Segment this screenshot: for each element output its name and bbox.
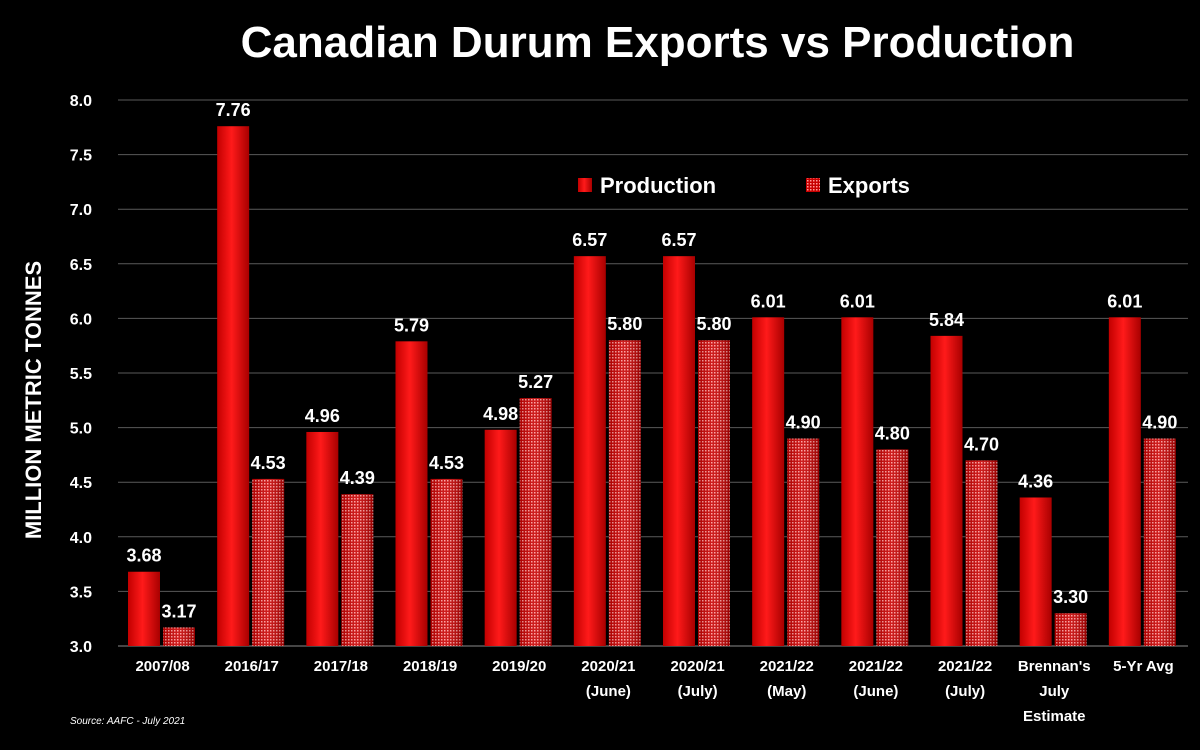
bar-shade	[252, 478, 285, 646]
x-tick-label: 2021/22	[849, 658, 903, 675]
x-tick-label: (June)	[853, 683, 898, 700]
data-labels: 3.68 3.17 7.76 4.53 4.96 4.39 5.79 4.53 4.985.27…	[126, 100, 1177, 621]
bar-production	[752, 317, 785, 646]
x-tick-label: (July)	[678, 683, 718, 700]
data-label-exports: 5.80	[607, 314, 642, 334]
source-note: Source: AAFC - July 2021	[70, 716, 186, 727]
bar-shade	[1054, 613, 1087, 646]
legend-swatch-exports	[806, 178, 820, 192]
bar-shade	[163, 627, 195, 646]
data-label-exports: 4.53	[251, 453, 286, 473]
bar-shade	[876, 449, 909, 646]
x-tick-label: 2018/19	[403, 658, 457, 675]
bar-shade	[608, 340, 641, 646]
x-tick-label: (May)	[767, 683, 806, 700]
x-tick-label: 2021/22	[760, 658, 814, 675]
data-label-production: 5.84	[929, 310, 964, 330]
x-tick-label: Estimate	[1023, 708, 1086, 725]
grid	[118, 99, 1188, 647]
data-label-production: 7.76	[216, 100, 251, 120]
y-tick-label: 7.0	[70, 202, 92, 219]
y-tick-label: 4.0	[70, 530, 92, 547]
y-axis-ticks: 3.0 3.5 4.0 4.5 5.0 5.5 6.0 6.5 7.0 7.5 8.0	[70, 93, 92, 656]
bar-production	[663, 256, 695, 646]
bar-shade	[519, 398, 552, 646]
legend-swatch-production	[578, 178, 592, 192]
bar-production	[930, 335, 963, 646]
data-label-exports: 4.90	[786, 413, 821, 433]
x-tick-label: 5-Yr Avg	[1113, 658, 1174, 675]
x-tick-label: July	[1039, 683, 1070, 700]
bar-production	[1019, 497, 1052, 646]
y-tick-label: 7.5	[70, 148, 92, 165]
x-tick-label: Brennan's	[1018, 658, 1091, 675]
y-tick-label: 6.5	[70, 257, 92, 274]
bar-production	[217, 126, 250, 646]
legend-label-exports: Exports	[828, 173, 910, 198]
data-label-exports: 4.39	[340, 468, 375, 488]
legend-label-production: Production	[600, 173, 716, 198]
data-label-exports: 5.27	[518, 372, 553, 392]
data-label-production: 3.68	[126, 546, 161, 566]
data-label-production: 5.79	[394, 315, 429, 335]
legend: Production Exports	[578, 173, 910, 198]
x-tick-label: 2021/22	[938, 658, 992, 675]
y-tick-label: 8.0	[70, 93, 92, 110]
bar-shade	[698, 340, 730, 646]
y-tick-label: 3.0	[70, 639, 92, 656]
x-tick-label: 2020/21	[581, 658, 635, 675]
bar-shade	[965, 460, 998, 646]
y-tick-label: 5.0	[70, 421, 92, 438]
data-label-production: 4.36	[1018, 471, 1053, 491]
bar-production	[128, 571, 160, 646]
x-tick-label: 2007/08	[135, 658, 189, 675]
y-tick-label: 3.5	[70, 584, 92, 601]
x-tick-label: (June)	[586, 683, 631, 700]
bars	[128, 126, 1176, 646]
chart-title: Canadian Durum Exports vs Production	[240, 18, 1075, 67]
x-tick-label: 2017/18	[314, 658, 368, 675]
y-tick-label: 6.0	[70, 311, 92, 328]
data-label-exports: 4.70	[964, 434, 999, 454]
data-label-production: 6.57	[661, 230, 696, 250]
data-label-exports: 5.80	[696, 314, 731, 334]
data-label-production: 4.96	[305, 406, 340, 426]
data-label-production: 6.01	[840, 291, 875, 311]
x-axis-categories: 2007/08 2016/17 2017/18 2018/19 2019/20 2020/…	[135, 658, 1173, 725]
y-tick-label: 4.5	[70, 475, 92, 492]
bar-production	[1108, 317, 1141, 646]
bar-shade	[1143, 438, 1176, 646]
bar-production	[573, 256, 606, 646]
x-tick-label: (July)	[945, 683, 985, 700]
bar-shade	[341, 494, 374, 646]
data-label-exports: 4.80	[875, 423, 910, 443]
bar-production	[841, 317, 874, 646]
x-tick-label: 2020/21	[670, 658, 724, 675]
data-label-exports: 4.53	[429, 453, 464, 473]
bar-production	[484, 429, 517, 646]
data-label-production: 6.01	[1107, 291, 1142, 311]
bar-production	[306, 431, 339, 646]
data-label-production: 6.01	[751, 291, 786, 311]
data-label-exports: 3.30	[1053, 587, 1088, 607]
data-label-exports: 4.90	[1142, 413, 1177, 433]
data-label-production: 6.57	[572, 230, 607, 250]
bar-shade	[430, 478, 463, 646]
data-label-production: 4.98	[483, 404, 518, 424]
bar-production	[395, 341, 428, 646]
data-label-exports: 3.17	[161, 601, 196, 621]
bar-shade	[787, 438, 820, 646]
x-tick-label: 2016/17	[225, 658, 279, 675]
x-tick-label: 2019/20	[492, 658, 546, 675]
y-tick-label: 5.5	[70, 366, 92, 383]
